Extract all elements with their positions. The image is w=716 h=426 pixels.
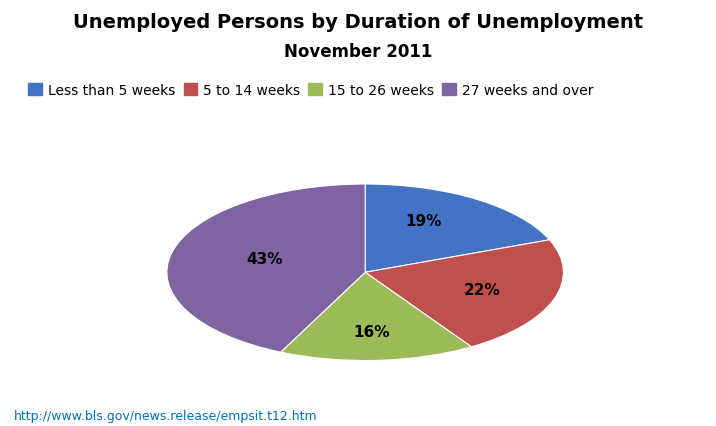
- Text: 22%: 22%: [464, 282, 500, 297]
- Text: Unemployed Persons by Duration of Unemployment: Unemployed Persons by Duration of Unempl…: [73, 13, 643, 32]
- Wedge shape: [281, 273, 471, 361]
- Text: November 2011: November 2011: [284, 43, 432, 60]
- Legend: Less than 5 weeks, 5 to 14 weeks, 15 to 26 weeks, 27 weeks and over: Less than 5 weeks, 5 to 14 weeks, 15 to …: [29, 83, 593, 98]
- Text: http://www.bls.gov/news.release/empsit.t12.htm: http://www.bls.gov/news.release/empsit.t…: [14, 409, 318, 422]
- Wedge shape: [365, 240, 563, 347]
- Wedge shape: [365, 184, 549, 273]
- Text: 43%: 43%: [246, 252, 283, 267]
- Wedge shape: [167, 184, 365, 352]
- Text: 16%: 16%: [353, 324, 390, 339]
- Text: 19%: 19%: [405, 213, 441, 228]
